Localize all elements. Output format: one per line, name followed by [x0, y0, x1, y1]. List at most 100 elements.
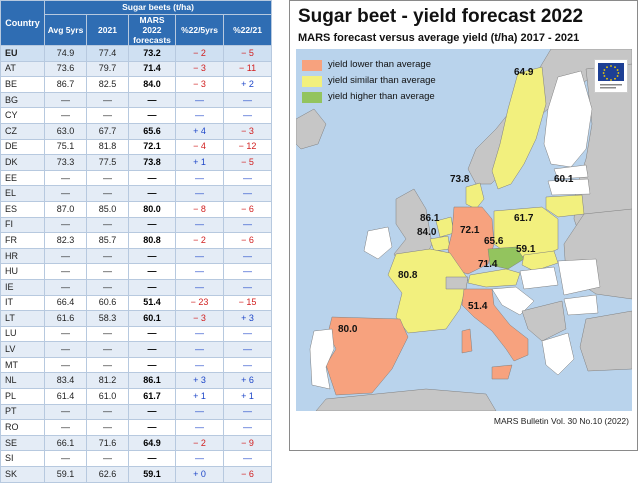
cell-forecast: —	[128, 403, 176, 421]
value-pl: 61.7	[514, 213, 534, 224]
table-row: ES 87.0 85.0 80.0− 8− 6	[0, 200, 273, 218]
cell-pct-21: —	[222, 341, 273, 358]
country-se	[491, 66, 547, 190]
cell-avg-5yrs: —	[44, 107, 87, 124]
table-row: FR 82.3 85.7 80.8− 2− 6	[0, 232, 273, 249]
cell-pct-5yrs: + 1	[175, 388, 224, 405]
cell-forecast: 64.9	[128, 434, 176, 452]
portugal	[309, 328, 335, 390]
cell-2021: —	[86, 216, 129, 234]
table-row: NL 83.4 81.2 86.1 + 3 + 6	[0, 372, 273, 390]
cell-pct-21: —	[222, 91, 273, 109]
cell-avg-5yrs: 59.1	[44, 466, 87, 483]
table-row: RO — — — — —	[0, 419, 273, 436]
cell-pct-5yrs: + 0	[175, 466, 224, 483]
cell-avg-5yrs: 66.4	[44, 294, 87, 312]
country-be	[429, 235, 451, 252]
table-row: LV — — — — —	[0, 341, 273, 358]
country-sk	[521, 250, 559, 272]
cell-forecast: —	[128, 325, 176, 343]
cell-avg-5yrs: 61.4	[44, 388, 87, 405]
header-forecast: MARS 2022 forecasts	[128, 14, 176, 46]
cell-pct-5yrs: —	[175, 278, 224, 296]
header-forecast-line2: 2022	[142, 25, 162, 35]
header-forecast-line1: MARS	[139, 15, 165, 25]
cell-avg-5yrs: —	[44, 450, 87, 468]
cell-pct-5yrs: —	[175, 450, 224, 468]
table-row: DE 75.1 81.8 72.1− 4− 12	[0, 138, 273, 156]
table-row: DK 73.3 77.5 73.8 + 1− 5	[0, 154, 273, 171]
cell-forecast: 71.4	[128, 60, 176, 78]
cell-country: CY	[0, 107, 45, 124]
cell-pct-5yrs: + 1	[175, 154, 224, 171]
country-cz	[487, 246, 525, 270]
value-es: 80.0	[338, 324, 358, 335]
cell-pct-21: − 15	[222, 294, 273, 312]
cell-pct-5yrs: —	[175, 341, 224, 358]
cell-2021: 62.6	[86, 466, 129, 483]
cell-avg-5yrs: —	[44, 356, 87, 374]
table-row: IE — — — — —	[0, 278, 273, 296]
north-africa	[315, 388, 497, 411]
cell-country: EE	[0, 169, 45, 187]
cell-forecast: —	[128, 216, 176, 234]
legend-item-similar: yield similar than average	[302, 74, 472, 90]
cell-avg-5yrs: 87.0	[44, 200, 87, 218]
cell-country: HU	[0, 263, 45, 280]
cell-pct-5yrs: —	[175, 263, 224, 280]
cell-forecast: 72.1	[128, 138, 176, 156]
bulgaria	[563, 294, 599, 316]
cell-forecast: 60.1	[128, 310, 176, 327]
table-row: PL 61.4 61.0 61.7 + 1 + 1	[0, 388, 273, 405]
estonia	[553, 164, 589, 180]
balkans	[521, 300, 567, 342]
sardinia	[461, 328, 473, 354]
cell-avg-5yrs: —	[44, 263, 87, 280]
cell-forecast: 80.8	[128, 232, 176, 249]
cell-country: SI	[0, 450, 45, 468]
cell-pct-5yrs: + 4	[175, 122, 224, 140]
cell-pct-5yrs: —	[175, 403, 224, 421]
legend-label-higher: yield higher than average	[328, 91, 435, 102]
cell-pct-5yrs: − 2	[175, 434, 224, 452]
cell-pct-5yrs: —	[175, 169, 224, 187]
cell-forecast: —	[128, 247, 176, 265]
value-lt: 60.1	[554, 174, 574, 185]
cell-forecast: —	[128, 356, 176, 374]
turkey	[579, 310, 632, 372]
cell-avg-5yrs: —	[44, 278, 87, 296]
cell-country: AT	[0, 60, 45, 78]
cell-2021: 67.7	[86, 122, 129, 140]
cell-country: CZ	[0, 122, 45, 140]
country-dk	[465, 182, 485, 210]
value-fr: 80.8	[398, 270, 418, 281]
table-row: HR — — — — —	[0, 247, 273, 265]
table-row: EU 74.9 77.4 73.2− 2− 5	[0, 45, 273, 62]
cell-pct-5yrs: —	[175, 247, 224, 265]
cell-pct-21: —	[222, 247, 273, 265]
cell-2021: —	[86, 419, 129, 436]
cell-country: LV	[0, 341, 45, 358]
value-cz: 65.6	[484, 236, 504, 247]
cell-pct-5yrs: − 2	[175, 232, 224, 249]
cell-2021: —	[86, 263, 129, 280]
cell-avg-5yrs: —	[44, 169, 87, 187]
header-group: Sugar beets (t/ha)	[43, 0, 273, 15]
cell-country: MT	[0, 356, 45, 374]
cell-pct-5yrs: + 3	[175, 372, 224, 390]
cell-country: FI	[0, 216, 45, 234]
cell-avg-5yrs: 86.7	[44, 76, 87, 93]
cell-pct-5yrs: − 2	[175, 45, 224, 62]
cell-pct-5yrs: —	[175, 91, 224, 109]
cell-2021: 71.6	[86, 434, 129, 452]
cell-country: SK	[0, 466, 45, 483]
table-row: SI — — — — —	[0, 450, 273, 468]
cell-pct-5yrs: − 8	[175, 200, 224, 218]
cell-forecast: —	[128, 107, 176, 124]
cell-2021: 81.8	[86, 138, 129, 156]
cell-pct-21: − 3	[222, 122, 273, 140]
cell-forecast: —	[128, 341, 176, 358]
table-row: CY — — — — —	[0, 107, 273, 124]
cell-avg-5yrs: 83.4	[44, 372, 87, 390]
legend-item-higher: yield higher than average	[302, 90, 472, 106]
